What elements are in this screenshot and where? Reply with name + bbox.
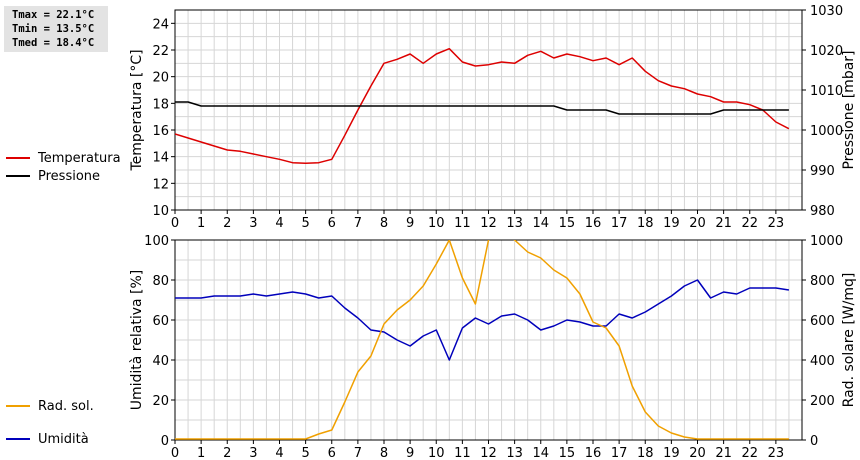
x-tick-label: 18 xyxy=(637,446,654,460)
y2-tick-label: 400 xyxy=(810,354,835,369)
x-tick-label: 17 xyxy=(611,446,628,460)
temperature-pressure-chart: 0 1 2 3 4 5 6 7 8 9 10 11 12 13 14 15 16 17 18 19 20 21 22 2310… xyxy=(6,4,857,231)
y-tick-label: 16 xyxy=(152,124,169,139)
series-group xyxy=(175,240,790,440)
x-tick-label: 15 xyxy=(559,216,576,231)
tmax-text: Tmax = 22.1°C xyxy=(12,9,95,21)
y-tick-label: 18 xyxy=(152,97,169,112)
legend-label: Pressione xyxy=(38,169,100,184)
x-tick-label: 19 xyxy=(663,446,680,460)
x-tick-label: 10 xyxy=(428,446,445,460)
x-tick-label: 15 xyxy=(559,446,576,460)
series-line-1 xyxy=(175,240,789,440)
y-tick-label: 60 xyxy=(152,314,169,329)
y-tick-label: 12 xyxy=(152,177,169,192)
x-tick-label: 2 xyxy=(223,216,231,231)
y2-tick-label: 1000 xyxy=(810,234,843,249)
x-tick-label: 13 xyxy=(506,216,523,231)
x-tick-label: 23 xyxy=(768,216,785,231)
x-tick-label: 4 xyxy=(275,446,283,460)
y2-tick-label: 600 xyxy=(810,314,835,329)
series-line-0 xyxy=(175,279,790,361)
y2-axis-label: Rad. solare [W/mq] xyxy=(841,273,857,408)
x-tick-label: 14 xyxy=(532,446,549,460)
x-tick-label: 22 xyxy=(741,446,758,460)
x-tick-label: 5 xyxy=(301,216,309,231)
x-tick-label: 19 xyxy=(663,216,680,231)
y-axis-label: Temperatura [°C] xyxy=(129,49,145,171)
y-tick-label: 22 xyxy=(152,44,169,59)
x-tick-label: 14 xyxy=(532,216,549,231)
x-tick-label: 3 xyxy=(249,216,257,231)
x-tick-label: 9 xyxy=(406,216,414,231)
y2-tick-label: 980 xyxy=(810,204,835,219)
x-tick-label: 3 xyxy=(249,446,257,460)
y2-tick-label: 800 xyxy=(810,274,835,289)
y-tick-label: 24 xyxy=(152,17,169,32)
humidity-radiation-chart: 0 1 2 3 4 5 6 7 8 9 10 11 12 13 14 15 16 17 18 19 20 21 22 2302… xyxy=(6,234,857,460)
x-tick-label: 6 xyxy=(328,446,336,460)
x-tick-label: 20 xyxy=(689,216,706,231)
legend-label: Temperatura xyxy=(37,151,121,166)
x-tick-label: 0 xyxy=(171,216,179,231)
x-tick-label: 0 xyxy=(171,446,179,460)
x-tick-label: 21 xyxy=(715,446,732,460)
y-tick-label: 14 xyxy=(152,151,169,166)
y2-tick-label: 200 xyxy=(810,394,835,409)
x-tick-label: 4 xyxy=(275,216,283,231)
x-tick-label: 20 xyxy=(689,446,706,460)
x-tick-label: 1 xyxy=(197,446,205,460)
y2-tick-label: 1000 xyxy=(810,124,843,139)
x-tick-label: 12 xyxy=(480,446,497,460)
x-tick-label: 7 xyxy=(354,446,362,460)
y2-tick-label: 1020 xyxy=(810,44,843,59)
x-tick-label: 12 xyxy=(480,216,497,231)
legend-label: Umidità xyxy=(38,432,89,447)
x-tick-label: 13 xyxy=(506,446,523,460)
x-tick-label: 6 xyxy=(328,216,336,231)
x-tick-label: 23 xyxy=(768,446,785,460)
x-tick-label: 8 xyxy=(380,446,388,460)
statistics-box: Tmax = 22.1°C Tmin = 13.5°C Tmed = 18.4°… xyxy=(4,6,108,52)
x-tick-label: 21 xyxy=(715,216,732,231)
x-tick-label: 22 xyxy=(741,216,758,231)
legend-label: Rad. sol. xyxy=(38,399,94,414)
y2-tick-label: 0 xyxy=(810,434,818,449)
y-tick-label: 100 xyxy=(144,234,169,249)
y2-tick-label: 990 xyxy=(810,164,835,179)
x-tick-label: 11 xyxy=(454,446,471,460)
x-tick-label: 2 xyxy=(223,446,231,460)
x-tick-label: 16 xyxy=(585,446,602,460)
y-tick-label: 0 xyxy=(161,434,169,449)
y-tick-label: 20 xyxy=(152,71,169,86)
y-axis-label: Umidità relativa [%] xyxy=(129,270,145,411)
x-tick-label: 16 xyxy=(585,216,602,231)
x-tick-label: 1 xyxy=(197,216,205,231)
tmin-text: Tmin = 13.5°C xyxy=(12,23,95,35)
y-tick-label: 10 xyxy=(152,204,169,219)
y2-tick-label: 1010 xyxy=(810,84,843,99)
x-tick-label: 10 xyxy=(428,216,445,231)
y-tick-label: 20 xyxy=(152,394,169,409)
y2-axis-label: Pressione [mbar] xyxy=(841,50,857,169)
tmed-text: Tmed = 18.4°C xyxy=(12,37,95,49)
x-tick-label: 7 xyxy=(354,216,362,231)
series-group xyxy=(175,47,790,165)
x-tick-label: 8 xyxy=(380,216,388,231)
y2-tick-label: 1030 xyxy=(810,4,843,19)
y-tick-label: 80 xyxy=(152,274,169,289)
x-tick-label: 9 xyxy=(406,446,414,460)
x-tick-label: 17 xyxy=(611,216,628,231)
x-tick-label: 11 xyxy=(454,216,471,231)
x-tick-label: 5 xyxy=(301,446,309,460)
series-line-1 xyxy=(175,101,789,115)
x-tick-label: 18 xyxy=(637,216,654,231)
series-line-0 xyxy=(175,47,790,165)
y-tick-label: 40 xyxy=(152,354,169,369)
